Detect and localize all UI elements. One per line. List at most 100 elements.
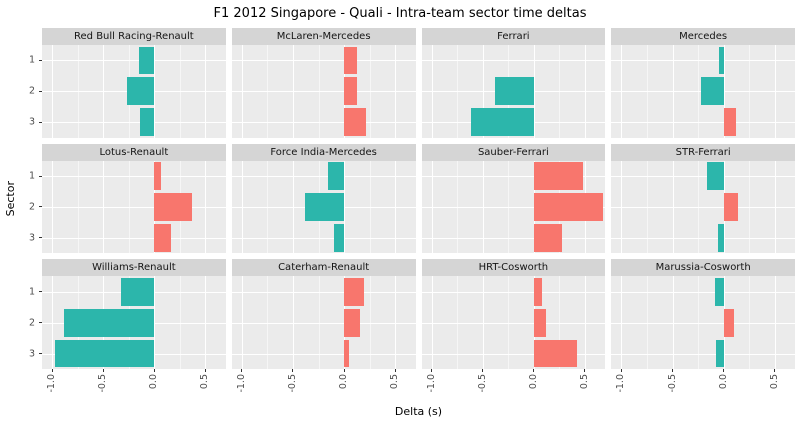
bar-sector-1 (533, 277, 542, 306)
x-tick-mark (533, 368, 535, 372)
x-axis-label: Delta (s) (394, 405, 443, 418)
gridline-horizontal (611, 60, 795, 62)
x-tick-mark (51, 368, 53, 372)
bar-sector-1 (344, 46, 358, 75)
facet-strip-label: Sauber-Ferrari (421, 143, 606, 161)
gridline-horizontal (421, 206, 606, 208)
y-tick-label: 3 (28, 348, 35, 360)
facet-panel (231, 160, 416, 254)
y-tick-mark (39, 322, 42, 324)
bar-sector-3 (55, 339, 155, 368)
x-tick-mark (153, 368, 155, 372)
bar-sector-2 (533, 193, 604, 221)
gridline-horizontal (611, 122, 795, 124)
x-tick-label: 0.0 (148, 373, 160, 390)
facet-panel: 1 2 3 (29, 160, 226, 254)
gridline-horizontal (231, 291, 416, 293)
facet-mclaren-mercedes: McLaren-Mercedes (231, 28, 416, 138)
x-tick-mark (204, 368, 206, 372)
gridline-horizontal (611, 353, 795, 355)
facet-strip-label: Caterham-Renault (231, 259, 416, 277)
bar-sector-3 (344, 108, 367, 137)
bar-sector-3 (533, 223, 563, 252)
y-axis-label: Sector (4, 180, 17, 217)
facet-strip-label: Red Bull Racing-Renault (42, 28, 226, 45)
bar-sector-2 (495, 77, 534, 106)
x-tick-label: -0.5 (476, 373, 488, 393)
y-tick-label: 3 (28, 116, 35, 128)
facet-panel: -1.0 -0.5 0.0 0.5 (231, 276, 416, 393)
bar-sector-1 (138, 46, 155, 75)
x-tick-mark (774, 368, 776, 372)
x-tick-mark (102, 368, 104, 372)
y-tick-mark (39, 206, 42, 208)
gridline-horizontal (231, 237, 416, 239)
y-tick-mark (39, 59, 42, 61)
gridline-horizontal (421, 353, 606, 355)
gridline-horizontal (611, 291, 795, 293)
x-tick-label: 0.0 (338, 373, 350, 390)
facet-strip-label: Mercedes (611, 28, 795, 45)
facet-strip-label: Ferrari (421, 28, 606, 45)
facet-red-bull-racing-renault: Red Bull Racing-Renault 1 2 3 (29, 28, 226, 138)
facet-panel: 1 2 3 (29, 45, 226, 138)
x-tick-label: 0.5 (578, 373, 590, 390)
x-tick-mark (723, 368, 725, 372)
bar-sector-2 (701, 77, 724, 106)
y-tick-label: 3 (28, 232, 35, 244)
bar-sector-3 (533, 339, 577, 368)
facet-panel: -1.0 -0.5 0.0 0.5 (421, 276, 606, 393)
facet-lotus-renault: Lotus-Renault 1 2 3 (29, 143, 226, 254)
bar-sector-3 (718, 223, 724, 252)
gridline-horizontal (42, 60, 226, 62)
bar-sector-1 (344, 277, 365, 306)
y-tick-label: 2 (28, 317, 35, 329)
y-axis-label-wrap: Sector (4, 28, 17, 369)
gridline-horizontal (421, 322, 606, 324)
facet-caterham-renault: Caterham-Renault -1.0 -0.5 0.0 0.5 (231, 259, 416, 393)
x-tick-label: 0.0 (717, 373, 729, 390)
facet-panel (611, 160, 795, 254)
facet-ferrari: Ferrari (421, 28, 606, 138)
y-tick-label: 1 (28, 286, 35, 298)
y-tick-mark (39, 175, 42, 177)
facet-strip-label: Force India-Mercedes (231, 143, 416, 161)
x-tick-label: -1.0 (615, 373, 627, 393)
bar-sector-3 (154, 223, 171, 252)
bar-sector-1 (707, 162, 724, 190)
x-tick-mark (241, 368, 243, 372)
gridline-horizontal (42, 122, 226, 124)
facet-strip-label: HRT-Cosworth (421, 259, 606, 277)
gridline-horizontal (231, 91, 416, 93)
y-tick-label: 2 (28, 201, 35, 213)
facet-panel (611, 45, 795, 138)
bar-sector-2 (533, 308, 547, 337)
y-tick-label: 1 (28, 170, 35, 182)
facet-panel (231, 45, 416, 138)
facet-strip-label: Williams-Renault (42, 259, 226, 277)
gridline-horizontal (611, 176, 795, 178)
x-tick-label: -1.0 (46, 373, 58, 393)
bar-sector-2 (723, 308, 734, 337)
y-tick-mark (39, 291, 42, 293)
facet-panel (421, 160, 606, 254)
bar-sector-2 (305, 193, 345, 221)
bar-sector-1 (533, 162, 583, 190)
facet-williams-renault: Williams-Renault 1 2 3 -1.0 -0.5 0.0 0.5 (29, 259, 226, 393)
bar-sector-2 (64, 308, 155, 337)
gridline-horizontal (421, 176, 606, 178)
gridline-horizontal (421, 291, 606, 293)
facet-hrt-cosworth: HRT-Cosworth -1.0 -0.5 0.0 0.5 (421, 259, 606, 393)
bar-sector-2 (344, 77, 358, 106)
facet-panel: 1 2 3 -1.0 -0.5 0.0 0.5 (29, 276, 226, 393)
gridline-horizontal (611, 237, 795, 239)
x-tick-mark (671, 368, 673, 372)
gridline-horizontal (42, 237, 226, 239)
gridline-horizontal (231, 322, 416, 324)
bar-sector-3 (716, 339, 724, 368)
x-tick-label: -0.5 (97, 373, 109, 393)
gridline-horizontal (231, 60, 416, 62)
gridline-horizontal (421, 237, 606, 239)
x-tick-label: 0.0 (527, 373, 539, 390)
